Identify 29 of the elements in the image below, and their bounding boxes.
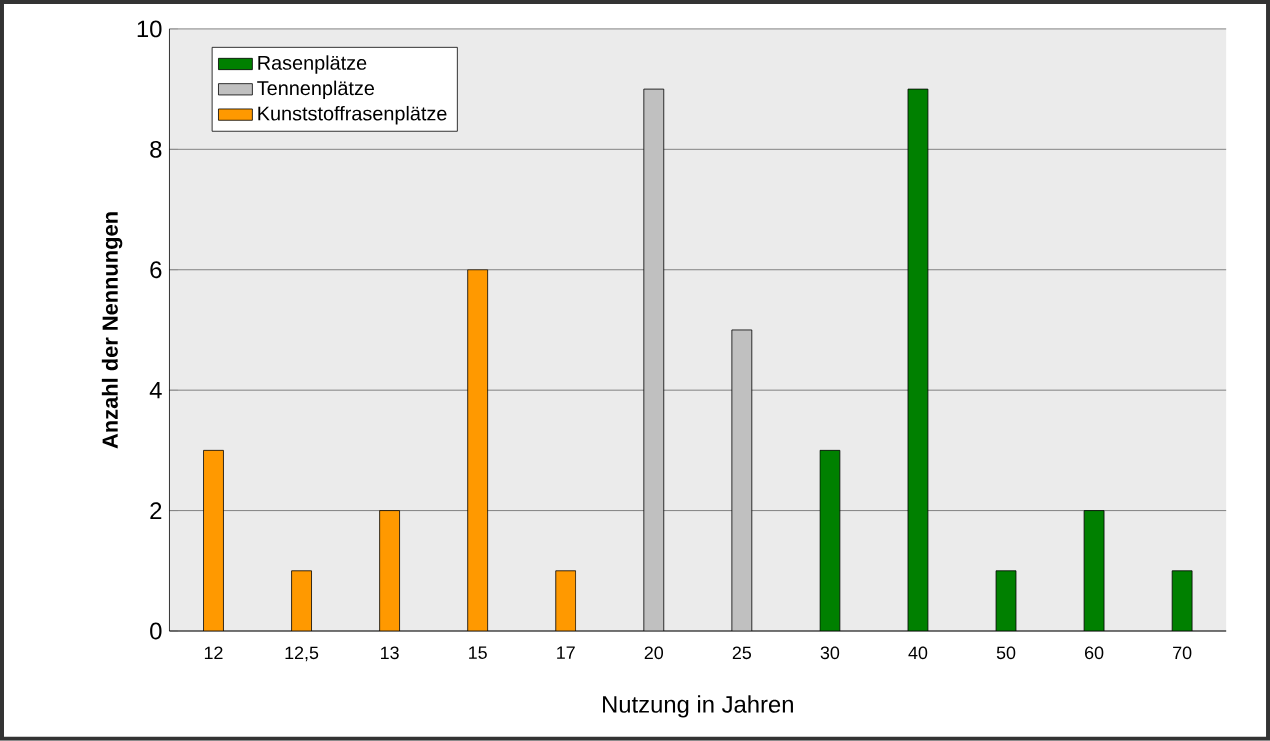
y-tick-label: 0 xyxy=(150,622,162,640)
y-tick-label: 6 xyxy=(150,261,162,279)
x-tick-label: 12,5 xyxy=(285,646,319,662)
x-tick-label: 50 xyxy=(996,646,1016,660)
bar xyxy=(291,570,312,632)
x-tick-label: 70 xyxy=(1173,646,1192,660)
bar xyxy=(467,269,488,632)
bar xyxy=(555,570,577,632)
x-tick-label: 60 xyxy=(1085,646,1104,660)
y-tick-label: 10 xyxy=(137,20,162,38)
x-tick-label: 25 xyxy=(732,646,752,660)
y-axis-title: Anzahl der Nennungen xyxy=(101,212,123,449)
x-tick-label: 30 xyxy=(820,646,840,660)
x-tick-label: 40 xyxy=(908,646,928,660)
legend-label: Tennenplätze xyxy=(257,80,375,100)
x-tick-label: 15 xyxy=(469,646,487,660)
y-tick-label: 8 xyxy=(150,141,162,158)
x-tick-label: 17 xyxy=(557,646,575,659)
legend-label: Kunststoffrasenplätze xyxy=(258,106,447,125)
x-tick-label: 13 xyxy=(381,646,399,660)
bar xyxy=(379,510,400,632)
x-tick-label: 12 xyxy=(204,646,223,660)
x-tick-label: 20 xyxy=(644,646,664,660)
bar xyxy=(203,450,224,632)
bar xyxy=(907,89,928,632)
y-tick-label: 4 xyxy=(149,382,162,399)
x-axis-title: Nutzung in Jahren xyxy=(603,695,793,718)
y-tick-label: 2 xyxy=(150,502,162,520)
legend-label: Rasenplätze xyxy=(258,55,367,74)
